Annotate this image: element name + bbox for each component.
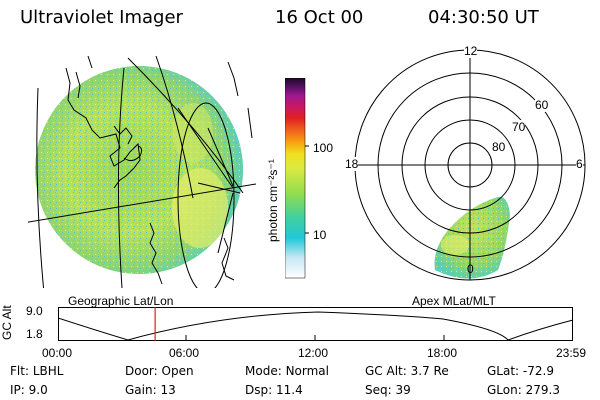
- geographic-label: Geographic Lat/Lon: [68, 294, 174, 308]
- instrument-title: Ultraviolet Imager: [20, 7, 183, 28]
- polar-plot-label: Apex MLat/MLT: [412, 294, 496, 308]
- timeline-plot: [58, 307, 574, 341]
- timeline-ytick-min: 1.8: [26, 327, 43, 341]
- timeline-xtick-4: 23:59: [556, 346, 587, 360]
- mlt-label-6: 6: [576, 157, 583, 171]
- param-door: Door: Open: [125, 364, 194, 378]
- timeline-xtick-2: 12:00: [298, 346, 329, 360]
- time-label: 04:30:50 UT: [428, 7, 539, 28]
- mlt-label-18: 18: [345, 157, 359, 171]
- timeline-xtick-1: 06:00: [169, 346, 200, 360]
- param-glon: GLon: 279.3: [487, 383, 560, 397]
- polar-grid: [354, 49, 586, 281]
- param-gain: Gain: 13: [125, 383, 176, 397]
- colorbar-tick-10: 10: [313, 228, 327, 242]
- lat-label-80: 80: [492, 140, 506, 154]
- mlt-label-12: 12: [464, 44, 478, 58]
- param-ip: IP: 9.0: [10, 383, 48, 397]
- param-filter: Flt: LBHL: [10, 364, 64, 378]
- timeline-ytick-max: 9.0: [26, 304, 43, 318]
- lat-lon-grid: [28, 55, 257, 288]
- lat-label-60: 60: [535, 98, 549, 112]
- param-mode: Mode: Normal: [245, 364, 329, 378]
- param-glat: GLat: -72.9: [487, 364, 554, 378]
- timeline-xtick-3: 18:00: [427, 346, 458, 360]
- geographic-map: [28, 55, 257, 288]
- date-label: 16 Oct 00: [275, 7, 364, 28]
- lat-label-70: 70: [512, 120, 526, 134]
- coastlines: [65, 55, 253, 285]
- colorbar-tick-100: 100: [313, 141, 334, 155]
- mlt-label-0: 0: [467, 262, 474, 276]
- timeline-ylabel: GC Alt: [0, 305, 14, 340]
- param-gc-alt: GC Alt: 3.7 Re: [365, 364, 449, 378]
- auroral-oval: [434, 196, 510, 279]
- altitude-curve: [58, 311, 574, 341]
- timeline-xtick-0: 00:00: [42, 346, 73, 360]
- polar-plot: [354, 49, 586, 281]
- colorbar: [285, 78, 309, 279]
- param-seq: Seq: 39: [365, 383, 411, 397]
- param-dsp: Dsp: 11.4: [245, 383, 303, 397]
- colorbar-unit-label: photon cm⁻²s⁻¹: [266, 159, 280, 242]
